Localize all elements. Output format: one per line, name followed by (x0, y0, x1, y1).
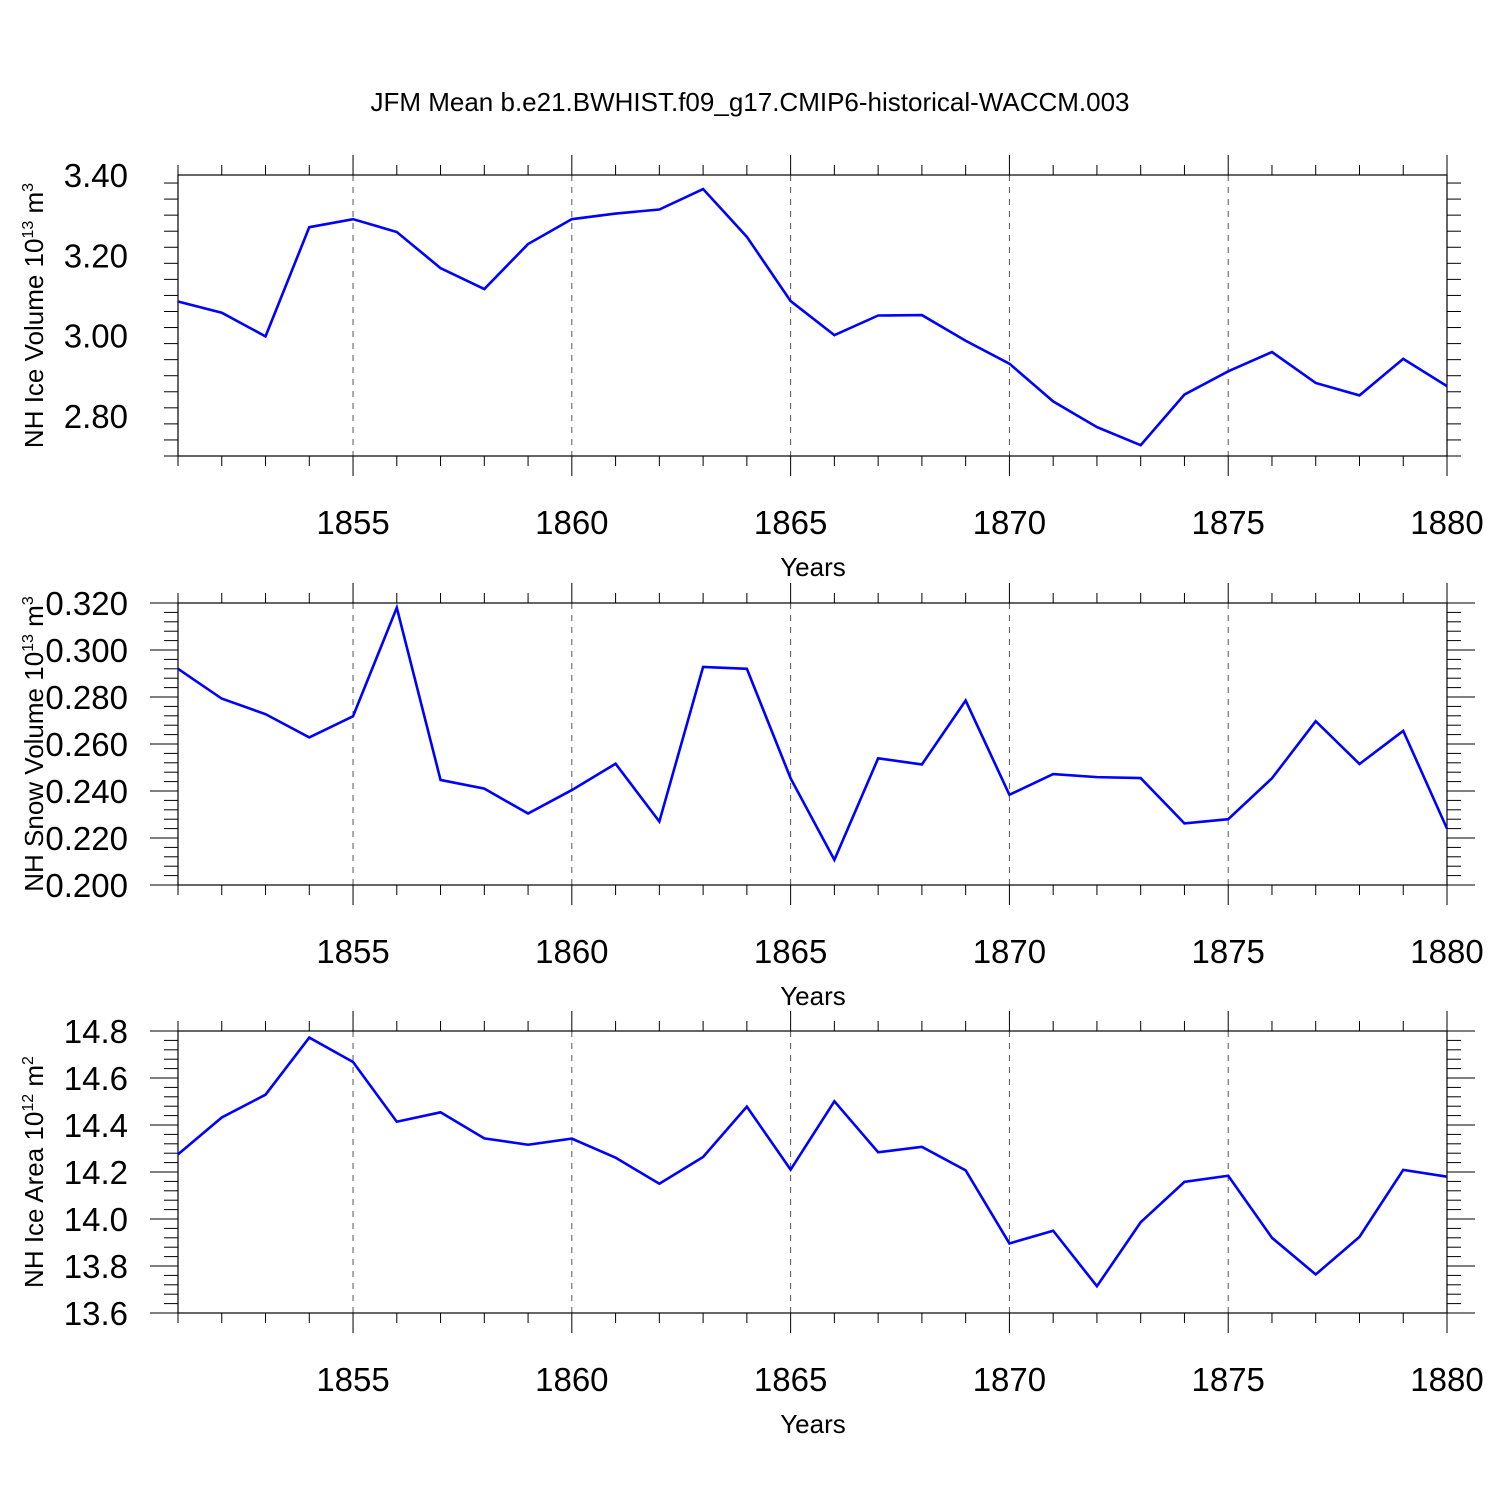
x-tick-label: 1865 (754, 933, 827, 970)
y-tick-label: 0.220 (45, 820, 128, 857)
y-tick-label: 0.240 (45, 773, 128, 810)
ice-area-panel: 13.6 13.8 14.0 14.2 14.4 14.6 14.8 1855 1860 1865… (19, 1011, 1484, 1439)
x-tick-label: 1865 (754, 504, 827, 541)
x-tick-label: 1860 (535, 1361, 608, 1398)
y-tick-label: 13.8 (64, 1248, 128, 1285)
x-axis-label: Years (780, 552, 846, 582)
ice-area-series-line (177, 1035, 1448, 1289)
y-tick-label: 3.00 (64, 318, 128, 355)
x-tick-label: 1870 (973, 504, 1046, 541)
ice-volume-panel: 2.80 3.00 3.20 3.40 1855 1860 1865 1870 1875 1880… (19, 155, 1484, 582)
plot-frame (177, 1030, 1448, 1314)
x-tick-label: 1860 (535, 504, 608, 541)
y-tick-label: 0.320 (45, 585, 128, 622)
y-tick-label: 0.260 (45, 726, 128, 763)
x-tick-label: 1870 (973, 1361, 1046, 1398)
y-tick-label: 14.8 (64, 1013, 128, 1050)
x-tick-label: 1855 (316, 933, 389, 970)
snow-volume-panel: 0.200 0.220 0.240 0.260 0.280 0.300 0.320 1855 1… (19, 583, 1484, 1011)
y-tick-label: 14.2 (64, 1154, 128, 1191)
figure-title: JFM Mean b.e21.BWHIST.f09_g17.CMIP6-hist… (370, 87, 1129, 117)
y-tick-label: 2.80 (64, 398, 128, 435)
x-tick-label: 1880 (1410, 1361, 1483, 1398)
x-tick-label: 1865 (754, 1361, 827, 1398)
y-axis-label: NH Snow Volume 1013 m3 (19, 596, 49, 892)
y-tick-label: 0.280 (45, 679, 128, 716)
x-tick-label: 1860 (535, 933, 608, 970)
x-tick-label: 1880 (1410, 504, 1483, 541)
snow-volume-series-line (177, 603, 1449, 863)
x-tick-label: 1855 (316, 504, 389, 541)
x-axis-label: Years (780, 1409, 846, 1439)
y-axis-label: NH Ice Volume 1013 m3 (19, 183, 49, 448)
x-tick-label: 1855 (316, 1361, 389, 1398)
x-tick-label: 1875 (1191, 504, 1264, 541)
y-axis-label: NH Ice Area 1012 m2 (19, 1056, 49, 1288)
y-tick-label: 13.6 (64, 1295, 128, 1332)
y-tick-label: 0.300 (45, 632, 128, 669)
y-tick-label: 14.0 (64, 1201, 128, 1238)
plot-frame (177, 174, 1448, 457)
y-tick-label: 14.4 (64, 1107, 128, 1144)
x-axis-label: Years (780, 981, 846, 1011)
x-tick-label: 1875 (1191, 1361, 1264, 1398)
ice-volume-series-line (177, 187, 1448, 447)
y-tick-label: 3.20 (64, 237, 128, 274)
plot-frame (177, 602, 1448, 886)
y-tick-label: 14.6 (64, 1060, 128, 1097)
y-tick-label: 0.200 (45, 867, 128, 904)
x-tick-label: 1880 (1410, 933, 1483, 970)
chart-panels: 2.80 3.00 3.20 3.40 1855 1860 1865 1870 1875 1880… (19, 155, 1484, 1439)
x-tick-label: 1870 (973, 933, 1046, 970)
y-tick-label: 3.40 (64, 157, 128, 194)
x-tick-label: 1875 (1191, 933, 1264, 970)
